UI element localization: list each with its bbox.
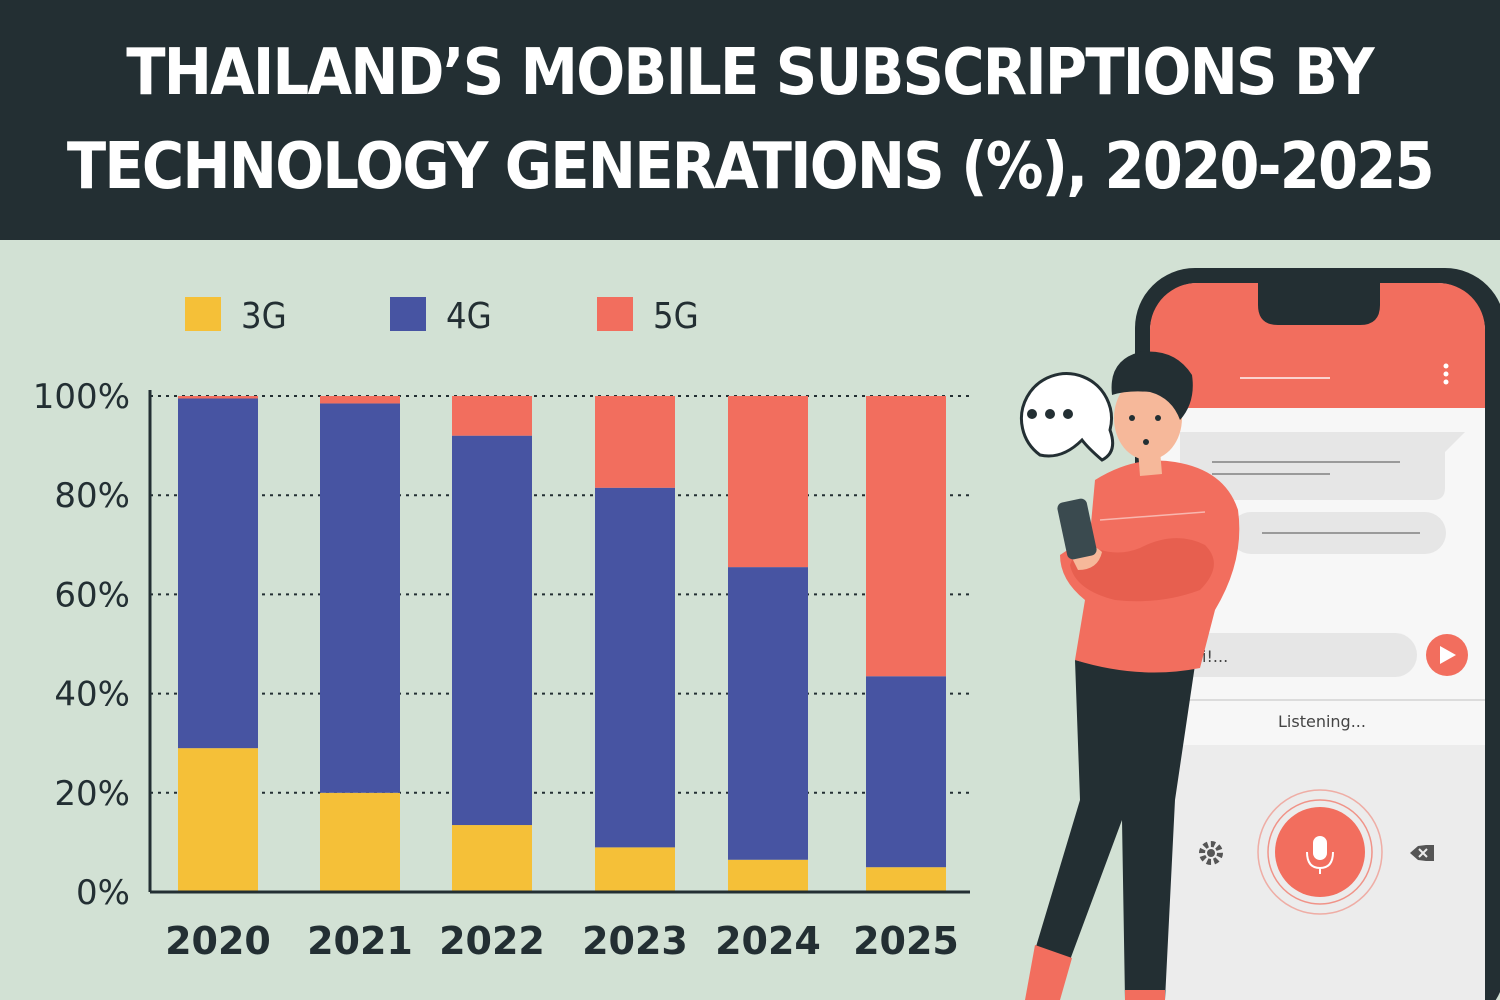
bar-2021-4G: [320, 403, 400, 793]
menu-dots-icon[interactable]: [1443, 363, 1449, 369]
y-tick-label: 60%: [54, 575, 130, 615]
person-shoes: [1025, 945, 1072, 1000]
bar-2024-4G: [728, 567, 808, 860]
bar-2020-5G: [178, 396, 258, 399]
send-icon: [1440, 646, 1456, 664]
bar-2021-3G: [320, 792, 400, 892]
bar-2025-5G: [866, 396, 946, 677]
stacked-bar-chart: 3G 4G 5G 0%20%40%60%80%100% 2020 2021 2022 20…: [33, 296, 970, 963]
bar-2020-3G: [178, 748, 258, 892]
axes: [148, 390, 970, 894]
x-tick-label-2023: 2023: [582, 919, 688, 963]
gridlines: [150, 395, 970, 794]
chart-title-line-1: THAILAND’S MOBILE SUBSCRIPTIONS BY: [126, 36, 1375, 110]
ellipsis-icon: [1027, 409, 1037, 419]
bar-2020-4G: [178, 398, 258, 749]
x-axis-ticks: 2020 2021 2022 2023 2024 2025: [165, 919, 959, 963]
y-axis-ticks: 0% 20% 40% 60% 80% 100%: [33, 377, 130, 913]
bar-2023-4G: [595, 487, 675, 848]
bar-2022-4G: [452, 435, 532, 826]
x-tick-label-2021: 2021: [307, 919, 413, 963]
title-banner: THAILAND’S MOBILE SUBSCRIPTIONS BY TECHN…: [0, 0, 1500, 240]
bar-2025-3G: [866, 867, 946, 892]
person-legs: [1035, 660, 1195, 1000]
x-tick-label-2020: 2020: [165, 919, 271, 963]
bar-2023-5G: [595, 396, 675, 488]
bar-2023-3G: [595, 847, 675, 892]
y-tick-label: 0%: [76, 873, 130, 913]
y-tick-label: 40%: [54, 675, 130, 715]
phone-notch: [1258, 283, 1380, 325]
legend-swatch-4G: [390, 297, 426, 331]
person-figure: [1025, 351, 1240, 1000]
x-tick-label-2025: 2025: [853, 919, 959, 963]
chat-bubble-1: [1180, 432, 1465, 500]
x-tick-label-2024: 2024: [715, 919, 821, 963]
listening-status: Listening...: [1278, 712, 1366, 731]
held-phone-icon: [1057, 498, 1097, 560]
bar-2021-5G: [320, 396, 400, 404]
bar-2022-3G: [452, 825, 532, 892]
x-tick-label-2022: 2022: [439, 919, 545, 963]
bar-2025-4G: [866, 676, 946, 868]
legend-swatch-3G: [185, 297, 221, 331]
person-arm: [1070, 538, 1214, 602]
bars: [178, 396, 946, 892]
legend-label-4G: 4G: [446, 296, 492, 337]
phone-app-bar: [1150, 282, 1485, 408]
gear-icon[interactable]: [1199, 841, 1223, 865]
legend-label-3G: 3G: [241, 296, 287, 337]
message-input[interactable]: [1165, 633, 1417, 677]
legend-swatch-5G: [597, 297, 633, 331]
y-tick-label: 100%: [33, 377, 130, 417]
legend: 3G 4G 5G: [185, 296, 699, 337]
y-tick-label: 80%: [54, 476, 130, 516]
person-hair: [1111, 351, 1193, 420]
bar-2024-5G: [728, 396, 808, 568]
bar-2022-5G: [452, 396, 532, 436]
legend-label-5G: 5G: [653, 296, 699, 337]
y-tick-label: 20%: [54, 774, 130, 814]
mic-icon: [1313, 836, 1327, 860]
chart-title-line-2: TECHNOLOGY GENERATIONS (%), 2020-2025: [67, 130, 1435, 204]
bar-2024-3G: [728, 859, 808, 892]
